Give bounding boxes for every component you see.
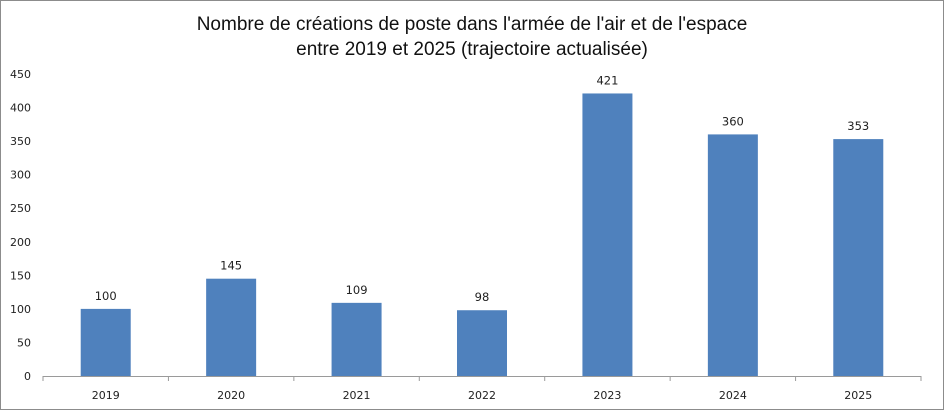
bar-2023 [582, 93, 633, 376]
data-label-2025: 353 [847, 119, 869, 133]
x-tick-label-2024: 2024 [719, 389, 747, 402]
bar-2020 [206, 278, 257, 376]
data-label-2019: 100 [95, 289, 117, 303]
y-tick-label: 350 [10, 135, 31, 148]
y-tick-label: 150 [10, 269, 31, 282]
x-tick-label-2019: 2019 [92, 389, 120, 402]
data-label-2020: 145 [220, 259, 242, 273]
y-tick-label: 450 [10, 68, 31, 81]
x-tick-label-2020: 2020 [217, 389, 245, 402]
y-tick-label: 200 [10, 236, 31, 249]
chart-title-line-2: entre 2019 et 2025 (trajectoire actualis… [296, 39, 648, 60]
y-tick-label: 100 [10, 303, 31, 316]
y-tick-label: 0 [24, 370, 31, 383]
bar-2019 [80, 308, 131, 376]
x-tick-label-2022: 2022 [468, 389, 496, 402]
x-tick-label-2021: 2021 [343, 389, 371, 402]
y-tick-label: 300 [10, 169, 31, 182]
data-label-2021: 109 [346, 283, 368, 297]
data-label-2024: 360 [722, 114, 744, 128]
bar-2021 [331, 302, 382, 376]
y-axis-ticks: 0 50 100 150 200 250 300 350 400 450 [10, 68, 31, 383]
y-tick-label: 400 [10, 102, 31, 115]
bar-2025 [833, 139, 884, 376]
chart-title-line-1: Nombre de créations de poste dans l'armé… [197, 14, 748, 35]
x-tick-label-2023: 2023 [593, 389, 621, 402]
bar-2022 [457, 310, 507, 376]
data-label-2022: 98 [475, 290, 490, 304]
bar-2024 [707, 134, 758, 376]
bars [80, 93, 884, 376]
y-tick-label: 250 [10, 202, 31, 215]
y-tick-label: 50 [17, 336, 31, 349]
x-axis: 2019 2020 2021 2022 2023 2024 2025 [42, 376, 922, 402]
data-label-2023: 421 [596, 73, 618, 87]
x-tick-label-2025: 2025 [844, 389, 872, 402]
data-labels: 100 145 109 98 421 360 353 [95, 73, 870, 304]
